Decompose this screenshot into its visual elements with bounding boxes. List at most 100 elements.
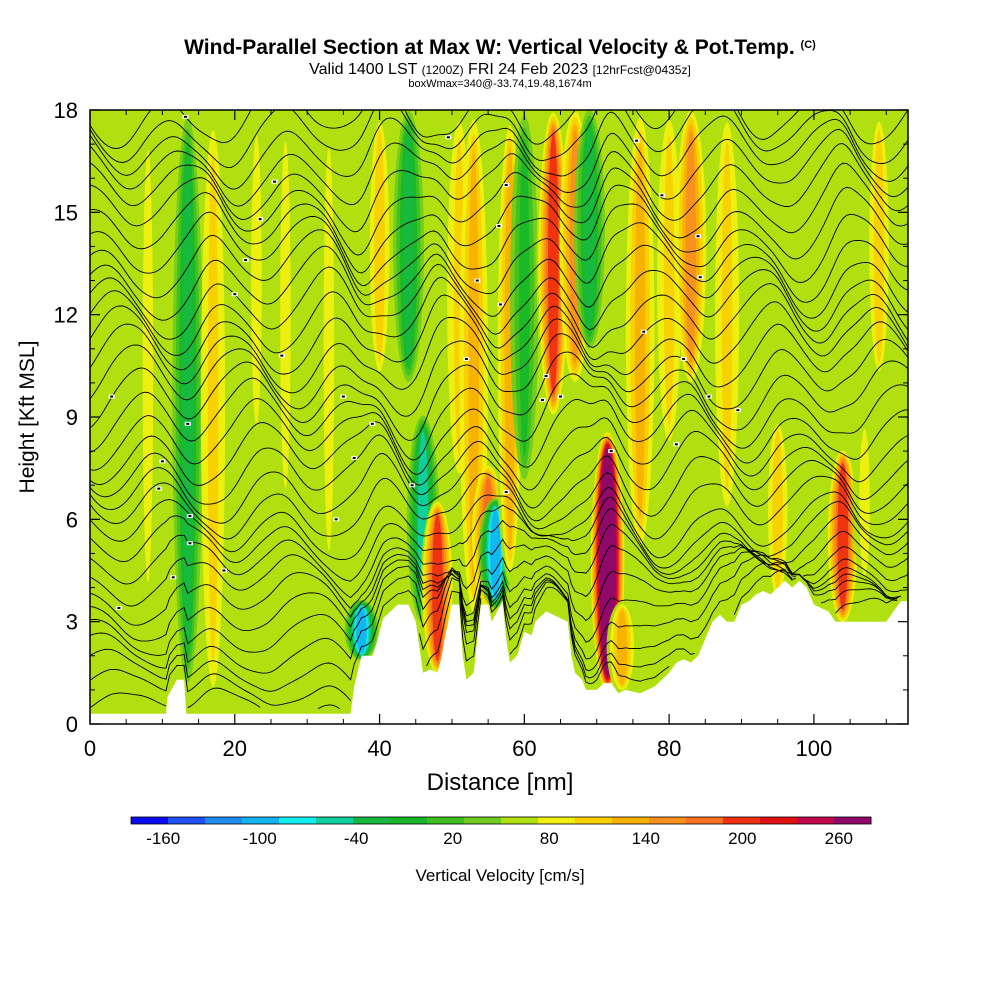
- x-tick-label: 40: [367, 736, 391, 761]
- contour-label: [633, 138, 640, 143]
- contour-label-mark: [504, 491, 508, 494]
- contour-label-mark: [410, 484, 414, 487]
- velocity-band: [356, 607, 367, 654]
- velocity-band: [106, 150, 117, 599]
- colorbar-swatch: [797, 817, 835, 824]
- contour-label: [474, 278, 481, 283]
- isentrope-line: [90, 546, 908, 642]
- contour-label-mark: [341, 395, 345, 398]
- colorbar-swatch: [353, 817, 391, 824]
- colorbar-swatch: [131, 817, 169, 824]
- valid-date: FRI 24 Feb 2023: [468, 61, 589, 78]
- contour-label: [220, 568, 227, 573]
- contour-label-mark: [660, 194, 664, 197]
- contour-label: [539, 397, 546, 402]
- contour-label-mark: [280, 354, 284, 357]
- colorbar-tick-label: 140: [632, 829, 660, 848]
- contour-label: [155, 486, 162, 491]
- isentrope-line: [90, 550, 898, 656]
- contour-label: [496, 223, 502, 228]
- colorbar-frame: [130, 816, 872, 825]
- contour-label-mark: [334, 518, 338, 521]
- contour-label: [697, 275, 704, 280]
- isentrope-line: [90, 472, 908, 540]
- velocity-band: [142, 149, 154, 583]
- chart-subtitle: Valid 1400 LST (1200Z) FRI 24 Feb 2023 […: [0, 61, 1000, 79]
- velocity-column: [657, 120, 682, 442]
- colorbar-tick-label: -100: [243, 829, 277, 848]
- contour-label: [503, 490, 510, 495]
- isentrope-line: [90, 110, 908, 169]
- velocity-field: [106, 110, 894, 694]
- colorbar-swatch: [242, 817, 280, 824]
- velocity-column: [106, 150, 117, 599]
- contour-label-mark: [188, 514, 192, 517]
- colorbar-tick-label: -40: [344, 829, 369, 848]
- contour-label-mark: [475, 279, 479, 282]
- velocity-column: [675, 110, 707, 383]
- isentrope-line: [90, 222, 908, 303]
- colorbar-swatch: [538, 817, 576, 824]
- colorbar-tick-label: 20: [443, 829, 462, 848]
- contour-label: [231, 292, 238, 297]
- contour-label-mark: [464, 358, 468, 361]
- colorbar-swatch: [834, 817, 872, 824]
- contour-label-mark: [635, 139, 639, 142]
- contour-label: [186, 541, 193, 546]
- contour-label-mark: [559, 395, 563, 398]
- contour-label: [734, 408, 741, 413]
- isentrope-line: [90, 333, 908, 417]
- colorbar-label: Vertical Velocity [cm/s]: [415, 866, 584, 885]
- isentrope-line: [90, 263, 908, 340]
- isentrope-line: [90, 393, 908, 475]
- velocity-column: [606, 601, 638, 693]
- contour-label-mark: [157, 487, 161, 490]
- contour-label: [409, 483, 416, 488]
- isentrope-line: [90, 276, 908, 356]
- contour-label-mark: [544, 375, 548, 378]
- contour-label: [170, 575, 177, 580]
- velocity-band: [663, 135, 675, 426]
- contour-label: [543, 374, 550, 379]
- contour-label: [695, 234, 702, 239]
- y-tick-label: 18: [54, 98, 78, 123]
- contour-label-mark: [186, 422, 190, 425]
- isentrope-line: [90, 294, 908, 375]
- contour-label: [271, 179, 278, 184]
- colorbar-swatch: [205, 817, 243, 824]
- contour-label-mark: [160, 460, 164, 463]
- axes: 0 20 40 60 80 100 0 3 6 9 12 15 18: [54, 98, 908, 761]
- colorbar-swatch: [760, 817, 798, 824]
- colorbar-swatch: [649, 817, 687, 824]
- contour-label: [369, 421, 376, 426]
- velocity-column: [763, 417, 793, 604]
- isentrope-line: [90, 128, 908, 207]
- isentrope-line: [90, 409, 908, 491]
- contour-label-mark: [497, 224, 501, 227]
- velocity-column: [714, 122, 740, 507]
- velocity-band: [602, 452, 613, 672]
- velocity-column: [852, 420, 877, 585]
- contour-label: [278, 353, 285, 358]
- contour-label: [463, 357, 470, 362]
- colorbar-tick-label: 260: [825, 829, 853, 848]
- contour-label-mark: [244, 259, 248, 262]
- colorbar-swatch: [501, 817, 539, 824]
- plot-area: [89, 109, 909, 725]
- velocity-band: [468, 149, 479, 583]
- colorbar-swatch: [390, 817, 428, 824]
- velocity-band: [251, 135, 262, 426]
- colorbar-swatch: [575, 817, 613, 824]
- contour-label-mark: [674, 443, 678, 446]
- y-axis-label: Height [Kft MSL]: [16, 341, 39, 494]
- velocity-column: [574, 110, 605, 349]
- isentrope-line: [90, 554, 898, 674]
- velocity-band: [374, 130, 385, 363]
- contour-label: [503, 183, 510, 188]
- contour-label-mark: [171, 576, 175, 579]
- velocity-column: [536, 110, 571, 419]
- isentrope-line: [90, 317, 908, 394]
- colorbar-swatch: [464, 817, 502, 824]
- contour-label-mark: [222, 569, 226, 572]
